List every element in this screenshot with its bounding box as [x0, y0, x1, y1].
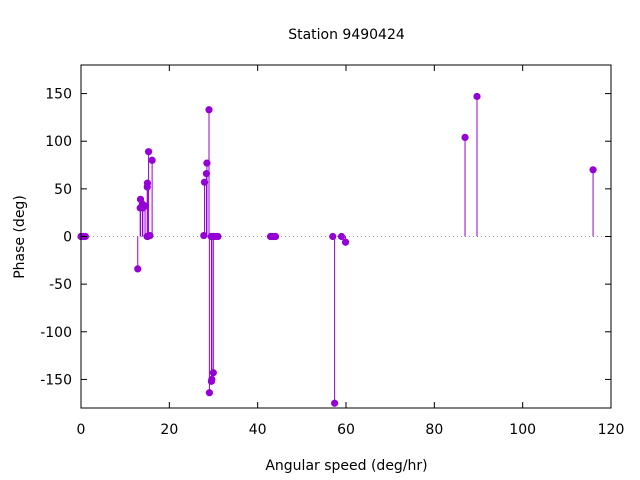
data-point-42: [461, 133, 469, 142]
data-point-23: [205, 106, 213, 114]
x-tick-label-4: 80: [425, 422, 443, 438]
x-tick-label-6: 120: [598, 422, 625, 438]
y-axis-label: Phase (deg): [12, 195, 28, 279]
x-tick-label-1: 20: [160, 422, 178, 438]
data-point-37: [271, 232, 280, 241]
data-point-6: [134, 265, 142, 273]
data-point-28: [209, 369, 217, 377]
data-point-19: [200, 231, 208, 240]
data-point-44: [589, 166, 597, 174]
y-tick-label-6: 150: [45, 87, 72, 103]
data-point-27: [208, 375, 216, 384]
y-tick-label-5: 100: [45, 134, 72, 150]
data-point-14: [143, 179, 152, 187]
x-tick-label-3: 60: [337, 422, 355, 438]
data-point-32: [214, 232, 222, 241]
data-point-22: [203, 159, 211, 167]
x-axis-label: Angular speed (deg/hr): [265, 458, 427, 474]
chart-title: Station 9490424: [288, 27, 405, 43]
data-point-17: [146, 231, 154, 240]
y-tick-label-1: -100: [40, 325, 72, 341]
y-tick-label-2: -50: [49, 277, 72, 293]
data-point-18: [148, 156, 156, 164]
data-point-43: [473, 92, 481, 101]
data-point-21: [202, 170, 211, 178]
data-point-41: [341, 238, 350, 246]
y-tick-label-3: 0: [63, 230, 72, 246]
data-point-39: [331, 399, 339, 407]
x-tick-label-0: 0: [77, 422, 86, 438]
data-point-11: [141, 202, 149, 210]
y-tick-label-0: -150: [40, 372, 72, 388]
data-point-24: [205, 389, 213, 397]
y-tick-label-4: 50: [54, 182, 72, 198]
data-point-16: [144, 148, 153, 156]
x-tick-label-2: 40: [249, 422, 267, 438]
data-point-38: [329, 232, 337, 241]
x-tick-label-5: 100: [509, 422, 536, 438]
data-point-40: [337, 232, 346, 241]
data-point-20: [200, 178, 209, 186]
